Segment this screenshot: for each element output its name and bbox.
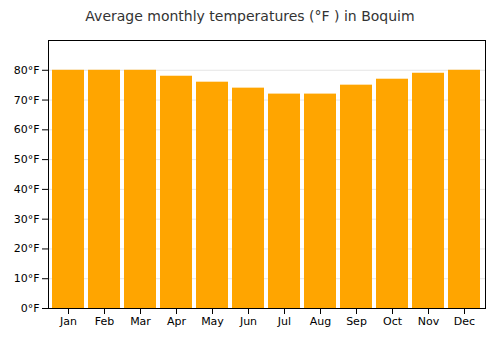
svg-text:Feb: Feb: [95, 315, 114, 328]
svg-text:80°F: 80°F: [14, 64, 40, 77]
svg-text:Nov: Nov: [418, 315, 440, 328]
svg-text:Apr: Apr: [167, 315, 187, 328]
svg-text:Oct: Oct: [383, 315, 403, 328]
svg-text:60°F: 60°F: [14, 123, 40, 136]
svg-text:50°F: 50°F: [14, 153, 40, 166]
svg-text:Aug: Aug: [310, 315, 331, 328]
svg-text:Sep: Sep: [346, 315, 367, 328]
svg-text:10°F: 10°F: [14, 272, 40, 285]
svg-text:70°F: 70°F: [14, 94, 40, 107]
svg-text:30°F: 30°F: [14, 213, 40, 226]
svg-text:0°F: 0°F: [21, 302, 40, 315]
svg-text:Dec: Dec: [454, 315, 475, 328]
svg-text:May: May: [201, 315, 224, 328]
svg-text:20°F: 20°F: [14, 242, 40, 255]
svg-text:40°F: 40°F: [14, 183, 40, 196]
svg-text:Jun: Jun: [239, 315, 257, 328]
svg-text:Jan: Jan: [59, 315, 77, 328]
html-text:Average monthly temperatures (: Average monthly temperatures (°F ) in Bo…: [85, 8, 415, 24]
svg-text:Jul: Jul: [277, 315, 291, 328]
svg-text:Mar: Mar: [130, 315, 151, 328]
